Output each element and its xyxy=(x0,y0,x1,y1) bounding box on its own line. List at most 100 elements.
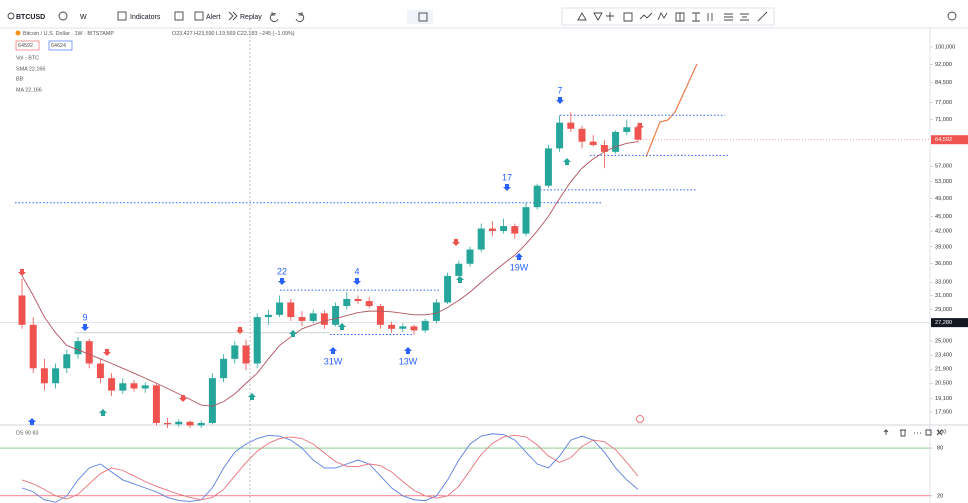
y-tick-label: 49,000 xyxy=(935,196,952,202)
alert-icon[interactable] xyxy=(194,11,204,21)
layout-button[interactable] xyxy=(407,10,433,24)
y-tick-label: 39,000 xyxy=(935,244,952,250)
candle-body xyxy=(410,326,418,331)
y-tick-label: 25,000 xyxy=(935,339,952,345)
drawing-tools[interactable] xyxy=(577,11,768,22)
y-tick-label: 92,000 xyxy=(935,62,952,68)
signal-label: 22 xyxy=(277,266,287,276)
candle-body xyxy=(231,345,239,359)
candle-body xyxy=(511,226,519,234)
candle-body xyxy=(544,148,552,186)
legend-ma: MA 22,166 xyxy=(16,87,42,93)
candle-body xyxy=(164,422,172,425)
candle-body xyxy=(421,320,429,331)
buy-price[interactable]: 64624 xyxy=(51,43,66,49)
indicators-icon[interactable] xyxy=(117,11,127,21)
buy-arrow xyxy=(99,409,107,416)
candle-body xyxy=(52,368,60,384)
candle-body xyxy=(589,141,597,146)
osc-tick-label: 100 xyxy=(937,430,946,436)
y-tick-label: 21,900 xyxy=(935,367,952,373)
candle-body xyxy=(477,228,485,250)
settings-icon[interactable] xyxy=(947,11,957,21)
candle-body xyxy=(365,301,373,307)
candle-body xyxy=(175,421,183,425)
candle-body xyxy=(320,313,328,325)
interval[interactable]: W xyxy=(80,14,87,21)
signal-arrow xyxy=(556,97,564,104)
candle-body xyxy=(276,302,284,315)
y-tick-label: 53,000 xyxy=(935,179,952,185)
signal-arrow xyxy=(404,347,412,354)
layout-icon xyxy=(418,12,428,22)
candle-body xyxy=(29,324,37,369)
signal-label: 31W xyxy=(324,356,343,366)
signal-arrow xyxy=(81,324,89,331)
candle-body xyxy=(141,385,149,389)
buy-arrow xyxy=(563,158,571,165)
plot: 100,000 92,000 84,500 77,000 71,000 57,000 53,… xyxy=(0,44,968,503)
buy-arrow xyxy=(338,323,346,330)
compare-icon[interactable] xyxy=(58,11,68,21)
y-tick-label: 71,000 xyxy=(935,117,952,123)
symbol[interactable]: BTCUSD xyxy=(16,14,45,21)
candle-body xyxy=(332,306,340,325)
drawing-toolbar xyxy=(561,7,775,26)
y-tick-label: 23,400 xyxy=(935,353,952,359)
signal-arrow xyxy=(278,278,286,285)
candle-body xyxy=(18,295,26,325)
candle-body xyxy=(253,317,261,364)
candle-body xyxy=(376,306,384,325)
osc-tick-label: 20 xyxy=(937,493,943,499)
replay-icon[interactable] xyxy=(228,11,238,21)
sell-box[interactable] xyxy=(15,40,40,51)
legend-bb: BB xyxy=(16,76,24,82)
replay-button[interactable]: Replay xyxy=(240,14,262,21)
oscillator-name: DS 90 83 xyxy=(16,430,38,436)
buy-box[interactable] xyxy=(48,40,73,51)
candle-body xyxy=(130,383,138,389)
legend-title: Bitcoin / U.S. Dollar · 1W · BITSTAMP xyxy=(23,31,114,37)
candle-body xyxy=(466,249,474,264)
y-tick-label: 19,100 xyxy=(935,396,952,402)
signal-arrow xyxy=(329,347,337,354)
candle-body xyxy=(298,317,306,321)
signal-arrow xyxy=(515,253,523,260)
y-tick-label: 100,000 xyxy=(935,44,955,50)
candle-body xyxy=(354,298,362,302)
crosshair-label: 27,280 xyxy=(935,320,952,326)
signal-label: 4 xyxy=(354,266,359,276)
candle-body xyxy=(533,185,541,208)
sell-arrow xyxy=(636,123,644,130)
event-icon[interactable] xyxy=(636,415,644,423)
legend: Bitcoin / U.S. Dollar · 1W · BITSTAMP O2… xyxy=(15,30,295,93)
candle-body xyxy=(40,368,48,384)
search-icon[interactable] xyxy=(7,12,15,20)
y-tick-label: 29,000 xyxy=(935,307,952,313)
y-tick-label: 36,000 xyxy=(935,261,952,267)
legend-vol: Vol · BTC xyxy=(16,55,39,61)
legend-sma: SMA 22,166 xyxy=(16,66,45,72)
sell-price[interactable]: 64592 xyxy=(18,43,33,49)
candle-body xyxy=(432,302,440,321)
indicators-button[interactable]: Indicators xyxy=(130,14,161,21)
candle-body xyxy=(623,127,631,132)
candle-body xyxy=(567,122,575,129)
undo[interactable] xyxy=(269,12,279,23)
pane-controls[interactable] xyxy=(883,429,943,437)
y-tick-label: 31,000 xyxy=(935,293,952,299)
candle-body xyxy=(85,341,93,364)
templates-icon[interactable] xyxy=(174,11,184,21)
symbol-icon xyxy=(15,30,21,36)
candle-body xyxy=(522,207,530,234)
redo[interactable] xyxy=(295,12,305,23)
y-tick-label: 84,500 xyxy=(935,80,952,86)
alert-button[interactable]: Alert xyxy=(206,14,220,21)
signal-label: 7 xyxy=(557,85,562,95)
candle-body xyxy=(600,145,608,152)
y-tick-label: 17,900 xyxy=(935,410,952,416)
candle-body xyxy=(287,302,295,318)
last-price-box xyxy=(931,135,968,145)
candle-body xyxy=(108,378,116,391)
